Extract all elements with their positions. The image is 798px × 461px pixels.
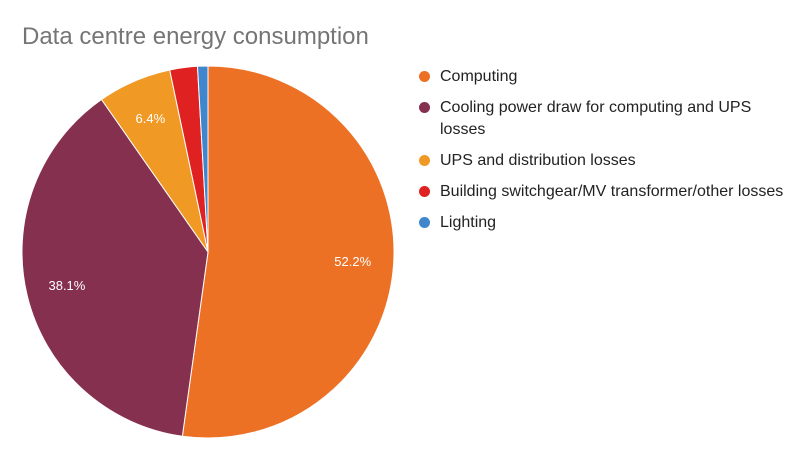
slice-label-1: 38.1% — [48, 278, 85, 293]
legend-label: Computing — [440, 68, 518, 85]
legend-label: Cooling power draw for computing and UPS… — [440, 99, 752, 138]
chart-title: Data centre energy consumption — [22, 23, 369, 50]
legend-swatch — [419, 186, 430, 197]
legend-swatch — [419, 155, 430, 166]
legend-label: UPS and distribution losses — [440, 152, 636, 169]
legend-item-lighting: Lighting — [418, 212, 788, 234]
legend-item-computing: Computing — [418, 66, 788, 88]
pie-slice-4 — [196, 65, 209, 253]
legend-item-cooling: Cooling power draw for computing and UPS… — [418, 97, 788, 141]
slice-label-0: 52.2% — [334, 254, 371, 269]
legend-label: Building switchgear/MV transformer/other… — [440, 183, 784, 200]
legend: Computing Cooling power draw for computi… — [418, 66, 788, 243]
legend-item-ups: UPS and distribution losses — [418, 150, 788, 172]
legend-swatch — [419, 217, 430, 228]
legend-swatch — [419, 71, 430, 82]
pie-slice-1 — [21, 98, 209, 437]
legend-swatch — [419, 102, 430, 113]
slice-label-2: 6.4% — [136, 111, 166, 126]
legend-label: Lighting — [440, 214, 497, 231]
pie-slice-0 — [181, 65, 395, 439]
legend-item-switchgear: Building switchgear/MV transformer/other… — [418, 181, 788, 203]
